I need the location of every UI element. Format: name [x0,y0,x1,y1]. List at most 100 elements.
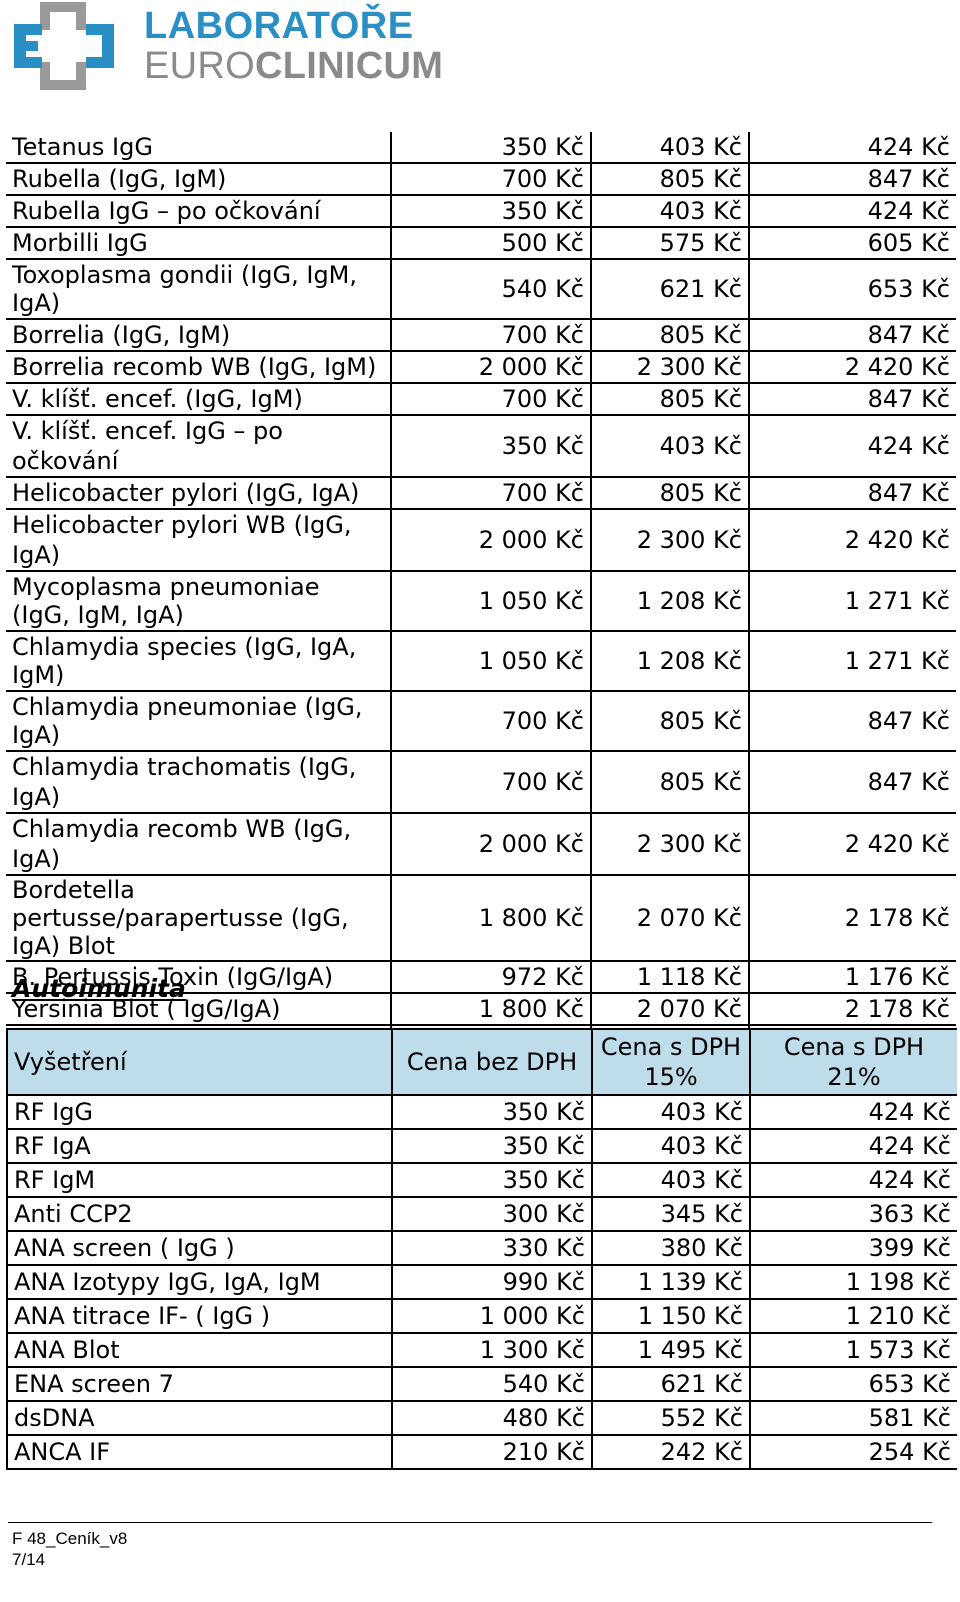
price-dph-21-cell: 1 210 Kč [750,1298,957,1334]
price-dph-21-cell: 2 420 Kč [749,508,956,572]
test-name-cell: Chlamydia species (IgG, IgA, IgM) [6,630,392,692]
price-dph-15-cell: 1 150 Kč [592,1298,751,1334]
test-name-cell: Morbilli IgG [6,226,392,260]
price-dph-15-cell: 805 Kč [591,750,750,814]
table-row: RF IgG 350 Kč 403 Kč 424 Kč [6,1094,957,1130]
test-name-cell: B. Pertussis Toxin (IgG/IgA) [6,960,392,994]
price-bez-dph-cell: 700 Kč [391,162,592,196]
price-table-autoimunita: Vyšetření Cena bez DPH Cena s DPH 15% Ce… [6,1028,957,1470]
table-row: V. klíšť. encef. (IgG, IgM) 700 Kč 805 Kč 8… [6,382,956,416]
price-bez-dph-cell: 350 Kč [392,1128,593,1164]
price-dph-15-cell: 805 Kč [591,162,750,196]
price-dph-15-cell: 242 Kč [592,1434,751,1470]
price-dph-15-cell: 2 300 Kč [591,812,750,876]
price-dph-21-cell: 653 Kč [750,1366,957,1402]
price-bez-dph-cell: 350 Kč [392,1094,593,1130]
price-dph-21-cell: 424 Kč [750,1128,957,1164]
table-row: Bordetella pertusse/parapertusse (IgG, I… [6,874,956,962]
price-bez-dph-cell: 350 Kč [391,194,592,228]
price-bez-dph-cell: 972 Kč [391,960,592,994]
table-row: Chlamydia trachomatis (IgG, IgA) 700 Kč 80… [6,750,956,814]
table-row: Rubella (IgG, IgM) 700 Kč 805 Kč 847 Kč [6,162,956,196]
price-dph-15-cell: 403 Kč [592,1094,751,1130]
table-row: ANA Izotypy IgG, IgA, IgM 990 Kč 1 139 Kč 1… [6,1264,957,1300]
price-bez-dph-cell: 2 000 Kč [391,508,592,572]
price-bez-dph-cell: 990 Kč [392,1264,593,1300]
table-row: V. klíšť. encef. IgG – po očkování 350 Kč… [6,414,956,478]
price-bez-dph-cell: 2 000 Kč [391,812,592,876]
price-dph-15-cell: 2 300 Kč [591,508,750,572]
test-name-cell: Mycoplasma pneumoniae (IgG, IgM, IgA) [6,570,392,632]
price-bez-dph-cell: 2 000 Kč [391,350,592,384]
price-dph-21-cell: 424 Kč [750,1094,957,1130]
price-dph-21-cell: 847 Kč [749,318,956,352]
price-dph-21-cell: 399 Kč [750,1230,957,1266]
test-name-cell: ENA screen 7 [6,1366,393,1402]
price-bez-dph-cell: 700 Kč [391,476,592,510]
logo: LABORATOŘE EUROCLINICUM [14,2,444,90]
price-dph-15-cell: 345 Kč [592,1196,751,1232]
price-dph-15-cell: 380 Kč [592,1230,751,1266]
price-dph-21-cell: 581 Kč [750,1400,957,1436]
price-dph-21-cell: 847 Kč [749,750,956,814]
price-dph-15-cell: 621 Kč [592,1366,751,1402]
table-row: Morbilli IgG 500 Kč 575 Kč 605 Kč [6,226,956,260]
price-bez-dph-cell: 500 Kč [391,226,592,260]
test-name-cell: RF IgA [6,1128,393,1164]
table-row: B. Pertussis Toxin (IgG/IgA) 972 Kč 1 118 … [6,960,956,994]
table-row: Borrelia recomb WB (IgG, IgM) 2 000 Kč 2 3… [6,350,956,384]
price-dph-21-cell: 847 Kč [749,690,956,752]
price-dph-15-cell: 621 Kč [591,258,750,320]
price-table-serology: Tetanus IgG 350 Kč 403 Kč 424 Kč Rubella (Ig… [6,132,956,1088]
price-dph-21-cell: 424 Kč [749,414,956,478]
logo-title: LABORATOŘE [144,5,414,47]
test-name-cell: Anti CCP2 [6,1196,393,1232]
header-cena-dph-21: Cena s DPH 21% [750,1028,957,1096]
test-name-cell: Chlamydia trachomatis (IgG, IgA) [6,750,392,814]
table-row: dsDNA 480 Kč 552 Kč 581 Kč [6,1400,957,1436]
price-bez-dph-cell: 1 000 Kč [392,1298,593,1334]
price-bez-dph-cell: 540 Kč [392,1366,593,1402]
price-bez-dph-cell: 330 Kč [392,1230,593,1266]
price-bez-dph-cell: 1 050 Kč [391,630,592,692]
price-dph-15-cell: 1 208 Kč [591,570,750,632]
footer-divider [8,1522,932,1523]
logo-subtitle-euro: EURO [144,45,255,87]
table-row: Helicobacter pylori WB (IgG, IgA) 2 000 K… [6,508,956,572]
table-row: Mycoplasma pneumoniae (IgG, IgM, IgA) 1 0… [6,570,956,632]
table-row: ENA screen 7 540 Kč 621 Kč 653 Kč [6,1366,957,1402]
price-dph-15-cell: 805 Kč [591,476,750,510]
price-dph-15-cell: 805 Kč [591,382,750,416]
test-name-cell: V. klíšť. encef. IgG – po očkování [6,414,392,478]
test-name-cell: Rubella (IgG, IgM) [6,162,392,196]
header-cena-bez-dph: Cena bez DPH [392,1028,593,1096]
test-name-cell: ANA screen ( IgG ) [6,1230,393,1266]
table-row: Borrelia (IgG, IgM) 700 Kč 805 Kč 847 Kč [6,318,956,352]
price-dph-21-cell: 1 573 Kč [750,1332,957,1368]
price-dph-21-cell: 2 178 Kč [749,992,956,1026]
price-dph-15-cell: 2 070 Kč [591,992,750,1026]
footer-doc-id: F 48_Ceník_v8 [12,1529,128,1548]
price-dph-15-cell: 1 208 Kč [591,630,750,692]
test-name-cell: RF IgG [6,1094,393,1130]
table-row: ANA screen ( IgG ) 330 Kč 380 Kč 399 Kč [6,1230,957,1266]
price-bez-dph-cell: 700 Kč [391,382,592,416]
price-bez-dph-cell: 1 800 Kč [391,874,592,962]
price-dph-21-cell: 2 420 Kč [749,350,956,384]
price-dph-21-cell: 424 Kč [749,132,956,164]
price-dph-21-cell: 1 176 Kč [749,960,956,994]
price-dph-15-cell: 403 Kč [592,1162,751,1198]
price-bez-dph-cell: 350 Kč [391,132,592,164]
table-row: Chlamydia species (IgG, IgA, IgM) 1 050 K… [6,630,956,692]
table-row: Tetanus IgG 350 Kč 403 Kč 424 Kč [6,132,956,164]
euroclinicum-logo-icon [14,2,114,90]
test-name-cell: Borrelia (IgG, IgM) [6,318,392,352]
table-row: ANCA IF 210 Kč 242 Kč 254 Kč [6,1434,957,1470]
test-name-cell: Toxoplasma gondii (IgG, IgM, IgA) [6,258,392,320]
footer-page-number: 7/14 [12,1550,46,1569]
price-dph-21-cell: 605 Kč [749,226,956,260]
test-name-cell: ANA Izotypy IgG, IgA, IgM [6,1264,393,1300]
price-bez-dph-cell: 350 Kč [391,414,592,478]
price-dph-21-cell: 1 198 Kč [750,1264,957,1300]
logo-text: LABORATOŘE EUROCLINICUM [144,6,443,86]
